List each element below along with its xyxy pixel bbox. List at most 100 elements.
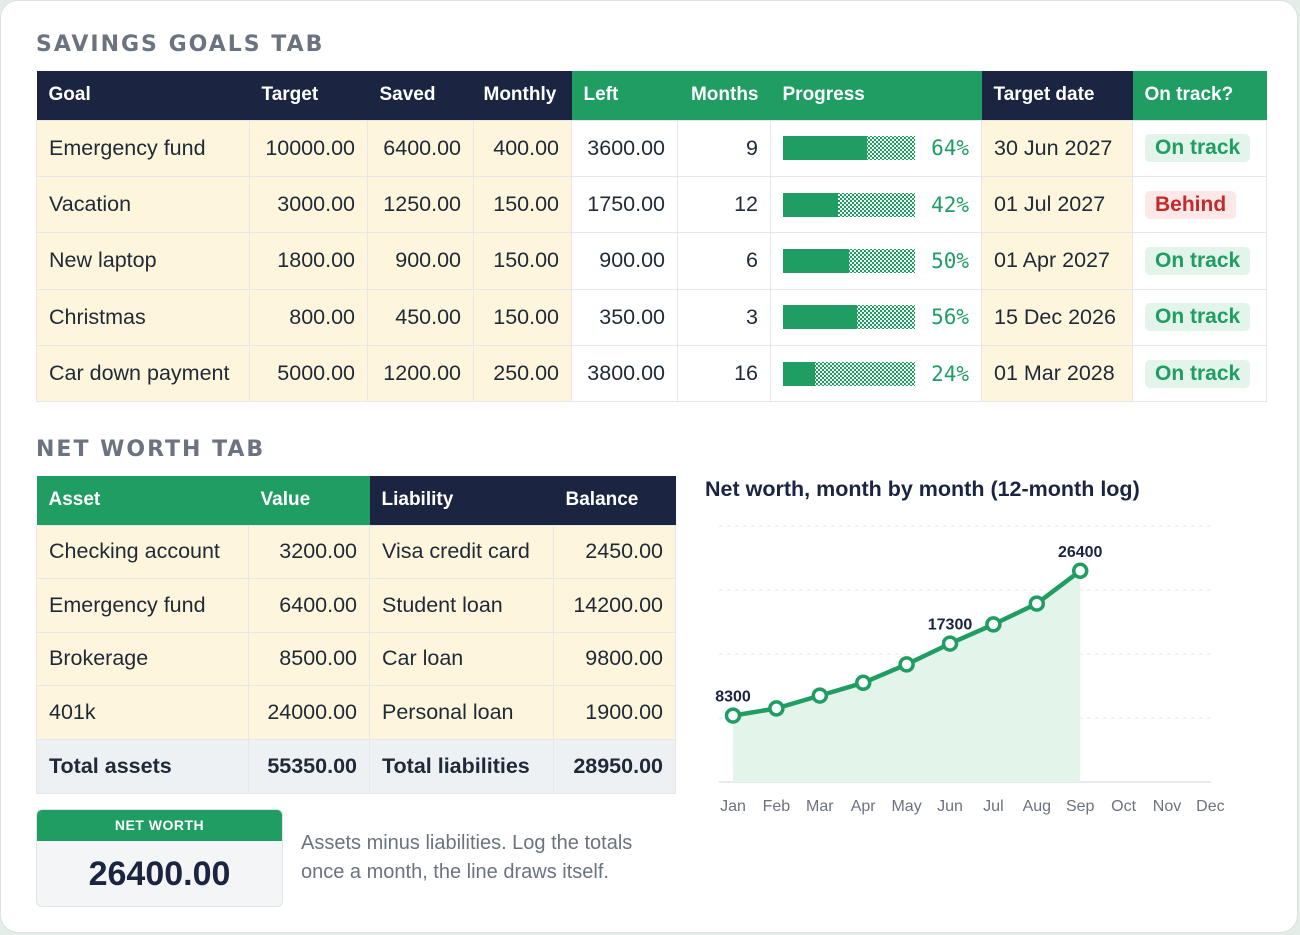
net-worth-summary: NET WORTH 26400.00 bbox=[36, 809, 283, 907]
progress-bar-fill bbox=[783, 305, 857, 330]
target-date-cell[interactable]: 01 Apr 2027 bbox=[981, 232, 1133, 290]
goal-name-cell[interactable]: New laptop bbox=[36, 232, 250, 290]
liability-name-cell[interactable]: Visa credit card bbox=[369, 524, 554, 579]
net-worth-value[interactable]: 26400.00 bbox=[88, 855, 231, 893]
table-row: Checking account 3200.00 Visa credit card 2… bbox=[36, 524, 676, 579]
table-row: 401k 24000.00 Personal loan 1900.00 bbox=[36, 685, 676, 740]
progress-bar bbox=[783, 361, 915, 386]
goal-name-cell[interactable]: Car down payment bbox=[36, 345, 250, 403]
asset-value-cell[interactable]: 24000.00 bbox=[248, 685, 370, 740]
left-cell[interactable]: 900.00 bbox=[571, 232, 678, 290]
asset-value-cell[interactable]: 6400.00 bbox=[248, 578, 370, 633]
liability-name-cell[interactable]: Student loan bbox=[369, 578, 554, 633]
saved-cell[interactable]: 450.00 bbox=[367, 288, 474, 347]
total-liabilities-value[interactable]: 28950.00 bbox=[553, 738, 676, 794]
liability-balance-cell[interactable]: 14200.00 bbox=[553, 578, 676, 633]
data-label: 8300 bbox=[715, 689, 751, 706]
table-row: Emergency fund 10000.00 6400.00 400.00 3600.… bbox=[36, 119, 1267, 177]
savings-goals-table: Goal Target Saved Monthly Left Months Pr… bbox=[36, 71, 1267, 403]
liability-balance-cell[interactable]: 9800.00 bbox=[553, 631, 676, 686]
asset-value-cell[interactable]: 3200.00 bbox=[248, 524, 370, 579]
goal-name-cell[interactable]: Vacation bbox=[36, 175, 250, 234]
progress-cell: 64% bbox=[770, 119, 982, 177]
on-track-cell: On track bbox=[1132, 288, 1267, 347]
goal-name-cell[interactable]: Emergency fund bbox=[36, 119, 250, 177]
target-cell[interactable]: 5000.00 bbox=[249, 345, 368, 403]
saved-cell[interactable]: 6400.00 bbox=[367, 119, 474, 177]
monthly-cell[interactable]: 150.00 bbox=[473, 288, 572, 347]
col-liability-header[interactable]: Liability bbox=[369, 476, 554, 525]
target-cell[interactable]: 800.00 bbox=[249, 288, 368, 347]
total-assets-value[interactable]: 55350.00 bbox=[248, 738, 370, 794]
monthly-cell[interactable]: 150.00 bbox=[473, 175, 572, 234]
on-track-cell: On track bbox=[1132, 232, 1267, 290]
liability-name-cell[interactable]: Personal loan bbox=[369, 685, 554, 740]
data-point bbox=[1028, 595, 1046, 612]
left-cell[interactable]: 3600.00 bbox=[571, 119, 678, 177]
progress-bar bbox=[783, 192, 915, 217]
progress-bar bbox=[783, 305, 915, 330]
x-tick-label: Feb bbox=[763, 798, 791, 815]
col-value-header[interactable]: Value bbox=[248, 476, 370, 525]
col-balance-header[interactable]: Balance bbox=[553, 476, 676, 525]
total-assets-label: Total assets bbox=[36, 738, 249, 794]
asset-name-cell[interactable]: Checking account bbox=[36, 524, 249, 579]
left-cell[interactable]: 350.00 bbox=[571, 288, 678, 347]
x-tick-label: Dec bbox=[1196, 798, 1224, 815]
months-cell[interactable]: 9 bbox=[677, 119, 771, 177]
asset-value-cell[interactable]: 8500.00 bbox=[248, 631, 370, 686]
target-date-cell[interactable]: 01 Mar 2028 bbox=[981, 345, 1133, 403]
months-cell[interactable]: 12 bbox=[677, 175, 771, 234]
saved-cell[interactable]: 900.00 bbox=[367, 232, 474, 290]
col-asset-header[interactable]: Asset bbox=[36, 476, 249, 525]
asset-name-cell[interactable]: Brokerage bbox=[36, 631, 249, 686]
table-row: Vacation 3000.00 1250.00 150.00 1750.00 12 42%… bbox=[36, 175, 1267, 234]
status-badge: On track bbox=[1145, 246, 1251, 275]
net-worth-note: Assets minus liabilities. Log the totals… bbox=[301, 832, 633, 883]
data-point bbox=[724, 707, 742, 724]
saved-cell[interactable]: 1200.00 bbox=[367, 345, 474, 403]
months-cell[interactable]: 6 bbox=[677, 232, 771, 290]
col-months-header[interactable]: Months bbox=[677, 71, 771, 120]
target-cell[interactable]: 1800.00 bbox=[249, 232, 368, 290]
col-monthly-header[interactable]: Monthly bbox=[473, 71, 572, 120]
col-saved-header[interactable]: Saved bbox=[367, 71, 474, 120]
months-cell[interactable]: 3 bbox=[677, 288, 771, 347]
data-label: 17300 bbox=[928, 617, 973, 634]
x-tick-label: Nov bbox=[1153, 798, 1181, 815]
col-goal-header[interactable]: Goal bbox=[36, 71, 250, 120]
asset-name-cell[interactable]: Emergency fund bbox=[36, 578, 249, 633]
progress-percent: 56% bbox=[931, 305, 969, 330]
liability-balance-cell[interactable]: 1900.00 bbox=[553, 685, 676, 740]
target-date-cell[interactable]: 30 Jun 2027 bbox=[981, 119, 1133, 177]
progress-bar-fill bbox=[783, 248, 849, 273]
saved-cell[interactable]: 1250.00 bbox=[367, 175, 474, 234]
col-target-date-header[interactable]: Target date bbox=[981, 71, 1133, 120]
asset-name-cell[interactable]: 401k bbox=[36, 685, 249, 740]
col-progress-header[interactable]: Progress bbox=[770, 71, 982, 120]
savings-section-title: SAVINGS GOALS TAB bbox=[36, 32, 325, 57]
progress-cell: 56% bbox=[770, 288, 982, 347]
target-date-cell[interactable]: 15 Dec 2026 bbox=[981, 288, 1133, 347]
liability-balance-cell[interactable]: 2450.00 bbox=[553, 524, 676, 579]
col-on-track-header[interactable]: On track? bbox=[1132, 71, 1267, 120]
progress-cell: 50% bbox=[770, 232, 982, 290]
liability-name-cell[interactable]: Car loan bbox=[369, 631, 554, 686]
target-cell[interactable]: 3000.00 bbox=[249, 175, 368, 234]
net-worth-chart: 8300 17300 26400 Jan Feb Mar Apr May Jun Jul Aug Se… bbox=[715, 525, 1225, 815]
monthly-cell[interactable]: 150.00 bbox=[473, 232, 572, 290]
status-badge: On track bbox=[1145, 134, 1251, 163]
col-target-header[interactable]: Target bbox=[249, 71, 368, 120]
target-date-cell[interactable]: 01 Jul 2027 bbox=[981, 175, 1133, 234]
left-cell[interactable]: 1750.00 bbox=[571, 175, 678, 234]
goal-name-cell[interactable]: Christmas bbox=[36, 288, 250, 347]
monthly-cell[interactable]: 250.00 bbox=[473, 345, 572, 403]
target-cell[interactable]: 10000.00 bbox=[249, 119, 368, 177]
months-cell[interactable]: 16 bbox=[677, 345, 771, 403]
monthly-cell[interactable]: 400.00 bbox=[473, 119, 572, 177]
col-left-header[interactable]: Left bbox=[571, 71, 678, 120]
left-cell[interactable]: 3800.00 bbox=[571, 345, 678, 403]
progress-bar-fill bbox=[783, 361, 815, 386]
data-point bbox=[1071, 562, 1089, 580]
data-point bbox=[768, 700, 785, 717]
